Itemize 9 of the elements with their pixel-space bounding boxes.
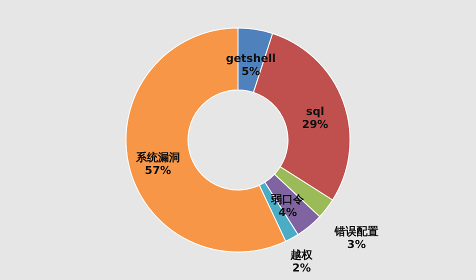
data-label: 2%	[292, 262, 311, 275]
slice-label: 系统漏洞	[134, 150, 180, 164]
data-label: 5%	[241, 65, 260, 78]
slice-label: 错误配置	[334, 224, 379, 238]
data-label: 29%	[302, 118, 328, 132]
slice-label: sql	[306, 105, 324, 118]
data-label: 57%	[144, 164, 172, 177]
data-label: 3%	[347, 238, 366, 251]
slice-label: 越权	[290, 248, 314, 262]
